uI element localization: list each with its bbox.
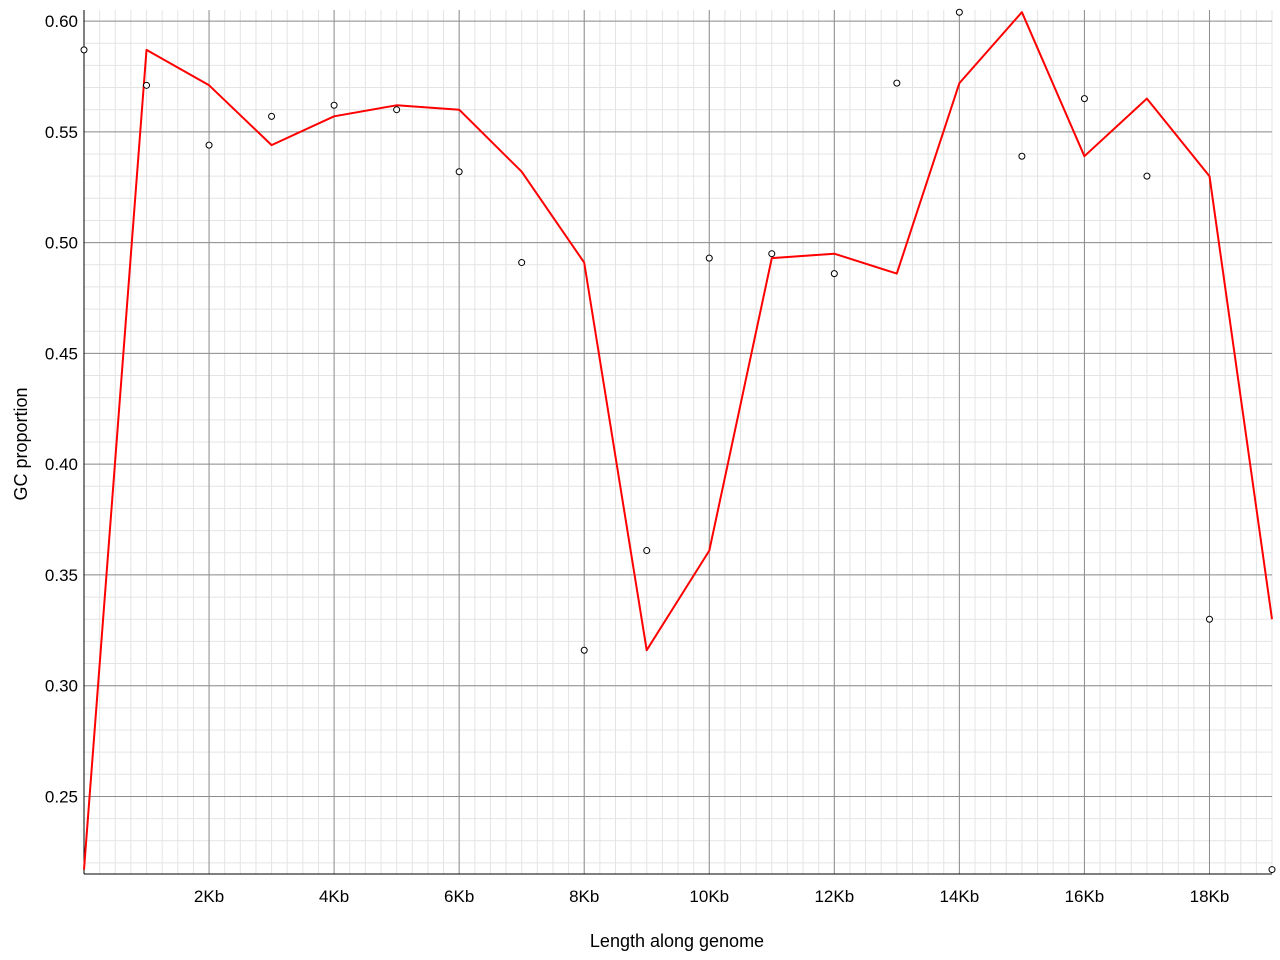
y-axis-label: GC proportion: [11, 387, 31, 500]
y-tick-label: 0.30: [45, 677, 78, 696]
gc-data-point: [205, 141, 213, 149]
axes: [83, 10, 1272, 875]
minor-grid: [83, 10, 1273, 874]
gc-data-point: [643, 547, 651, 555]
y-tick-label: 0.55: [45, 123, 78, 142]
gc-data-point: [518, 259, 526, 267]
x-tick-label: 10Kb: [689, 887, 729, 906]
x-tick-label: 2Kb: [194, 887, 224, 906]
gc-data-point: [143, 81, 151, 89]
gc-data-point: [1143, 172, 1151, 180]
series-points: [80, 8, 1276, 874]
gc-moving-line: [83, 11, 1273, 870]
y-tick-label: 0.60: [45, 12, 78, 31]
y-tick-label: 0.25: [45, 787, 78, 806]
gc-data-point: [768, 250, 776, 258]
x-axis-label: Length along genome: [590, 931, 764, 951]
gc-data-point: [1018, 152, 1026, 160]
gc-data-point: [455, 168, 463, 176]
x-tick-label: 18Kb: [1190, 887, 1230, 906]
x-tick-label: 16Kb: [1065, 887, 1105, 906]
gc-data-point: [330, 101, 338, 109]
x-tick-label: 12Kb: [814, 887, 854, 906]
x-tick-label: 6Kb: [444, 887, 474, 906]
gc-data-point: [705, 254, 713, 262]
series-line: [83, 11, 1273, 870]
y-tick-label: 0.35: [45, 566, 78, 585]
x-tick-labels: 2Kb 4Kb 6Kb 8Kb 10Kb 12Kb 14Kb 16Kb 18Kb: [194, 887, 1229, 906]
gc-data-point: [1268, 866, 1276, 874]
gc-data-point: [1080, 95, 1088, 103]
y-tick-labels: 0.25 0.30 0.35 0.40 0.45 0.50 0.55 0.60: [45, 12, 78, 806]
gc-data-point: [830, 270, 838, 278]
gc-data-point: [1205, 615, 1213, 623]
gc-data-point: [893, 79, 901, 87]
y-tick-label: 0.50: [45, 234, 78, 253]
major-grid: [84, 10, 1272, 874]
x-tick-label: 8Kb: [569, 887, 599, 906]
gc-data-point: [580, 646, 588, 654]
y-tick-label: 0.40: [45, 455, 78, 474]
gc-data-point: [80, 46, 88, 54]
y-tick-label: 0.45: [45, 344, 78, 363]
gc-data-point: [393, 106, 401, 114]
x-tick-label: 14Kb: [940, 887, 980, 906]
gc-data-point: [955, 8, 963, 16]
x-tick-label: 4Kb: [319, 887, 349, 906]
gc-data-point: [268, 112, 276, 120]
